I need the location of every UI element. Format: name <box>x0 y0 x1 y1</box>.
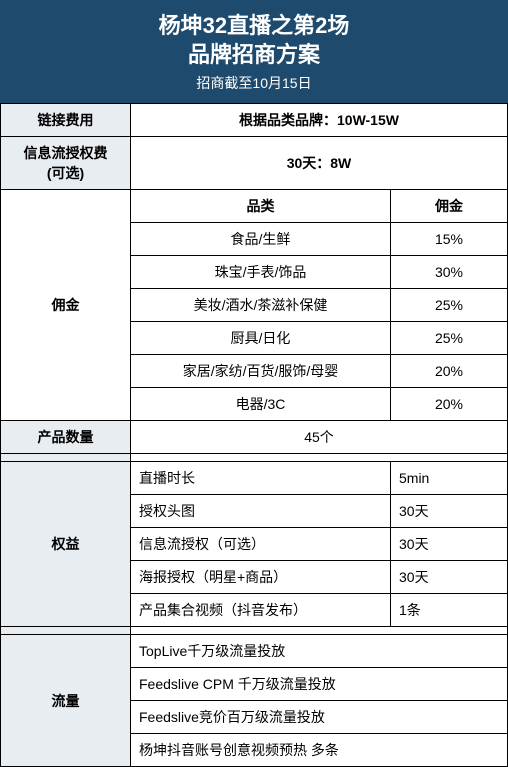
cell-traffic-0: TopLive千万级流量投放 <box>131 635 508 668</box>
cell-rate-4: 20% <box>391 355 508 388</box>
cell-rate-5: 20% <box>391 388 508 421</box>
label-benefits-section: 权益 <box>1 462 131 627</box>
cell-benefit-name-0: 直播时长 <box>131 462 391 495</box>
cell-benefit-name-3: 海报授权（明星+商品） <box>131 561 391 594</box>
row-auth-fee: 信息流授权费 (可选) 30天：8W <box>1 137 508 190</box>
main-table: 链接费用 根据品类品牌：10W-15W 信息流授权费 (可选) 30天：8W 佣… <box>0 103 508 767</box>
cell-benefit-value-2: 30天 <box>391 528 508 561</box>
spacer-value-2 <box>131 627 508 635</box>
spacer-label-2 <box>1 627 131 635</box>
cell-category-5: 电器/3C <box>131 388 391 421</box>
cell-category-4: 家居/家纺/百货/服饰/母婴 <box>131 355 391 388</box>
spacer-value <box>131 454 508 462</box>
cell-category-1: 珠宝/手表/饰品 <box>131 256 391 289</box>
cell-rate-2: 25% <box>391 289 508 322</box>
label-auth-fee-line2: (可选) <box>9 163 122 183</box>
cell-traffic-2: Feedslive竞价百万级流量投放 <box>131 701 508 734</box>
cell-benefit-value-3: 30天 <box>391 561 508 594</box>
header-banner: 杨坤32直播之第2场 品牌招商方案 招商截至10月15日 <box>0 0 508 103</box>
row-link-fee: 链接费用 根据品类品牌：10W-15W <box>1 104 508 137</box>
value-product-count: 45个 <box>131 421 508 454</box>
spacer-label <box>1 454 131 462</box>
row-product-count: 产品数量 45个 <box>1 421 508 454</box>
cell-benefit-name-4: 产品集合视频（抖音发布） <box>131 594 391 627</box>
label-auth-fee-line1: 信息流授权费 <box>9 143 122 163</box>
cell-rate-3: 25% <box>391 322 508 355</box>
row-spacer-2 <box>1 627 508 635</box>
th-rate: 佣金 <box>391 190 508 223</box>
label-commission-section: 佣金 <box>1 190 131 421</box>
row-commission-header: 佣金 品类 佣金 <box>1 190 508 223</box>
row-benefit-0: 权益 直播时长 5min <box>1 462 508 495</box>
label-traffic-section: 流量 <box>1 635 131 767</box>
header-title-2: 品牌招商方案 <box>0 41 508 70</box>
value-auth-fee: 30天：8W <box>131 137 508 190</box>
th-category: 品类 <box>131 190 391 223</box>
row-spacer-1 <box>1 454 508 462</box>
value-link-fee: 根据品类品牌：10W-15W <box>131 104 508 137</box>
cell-benefit-name-2: 信息流授权（可选） <box>131 528 391 561</box>
header-title-1: 杨坤32直播之第2场 <box>0 12 508 41</box>
cell-rate-0: 15% <box>391 223 508 256</box>
row-traffic-0: 流量 TopLive千万级流量投放 <box>1 635 508 668</box>
cell-category-3: 厨具/日化 <box>131 322 391 355</box>
cell-benefit-value-1: 30天 <box>391 495 508 528</box>
cell-category-0: 食品/生鲜 <box>131 223 391 256</box>
label-auth-fee: 信息流授权费 (可选) <box>1 137 131 190</box>
label-product-count: 产品数量 <box>1 421 131 454</box>
cell-rate-1: 30% <box>391 256 508 289</box>
cell-benefit-value-0: 5min <box>391 462 508 495</box>
cell-benefit-value-4: 1条 <box>391 594 508 627</box>
cell-category-2: 美妆/酒水/茶滋补保健 <box>131 289 391 322</box>
cell-benefit-name-1: 授权头图 <box>131 495 391 528</box>
cell-traffic-3: 杨坤抖音账号创意视频预热 多条 <box>131 734 508 767</box>
cell-traffic-1: Feedslive CPM 千万级流量投放 <box>131 668 508 701</box>
header-subtitle: 招商截至10月15日 <box>0 73 508 93</box>
label-link-fee: 链接费用 <box>1 104 131 137</box>
